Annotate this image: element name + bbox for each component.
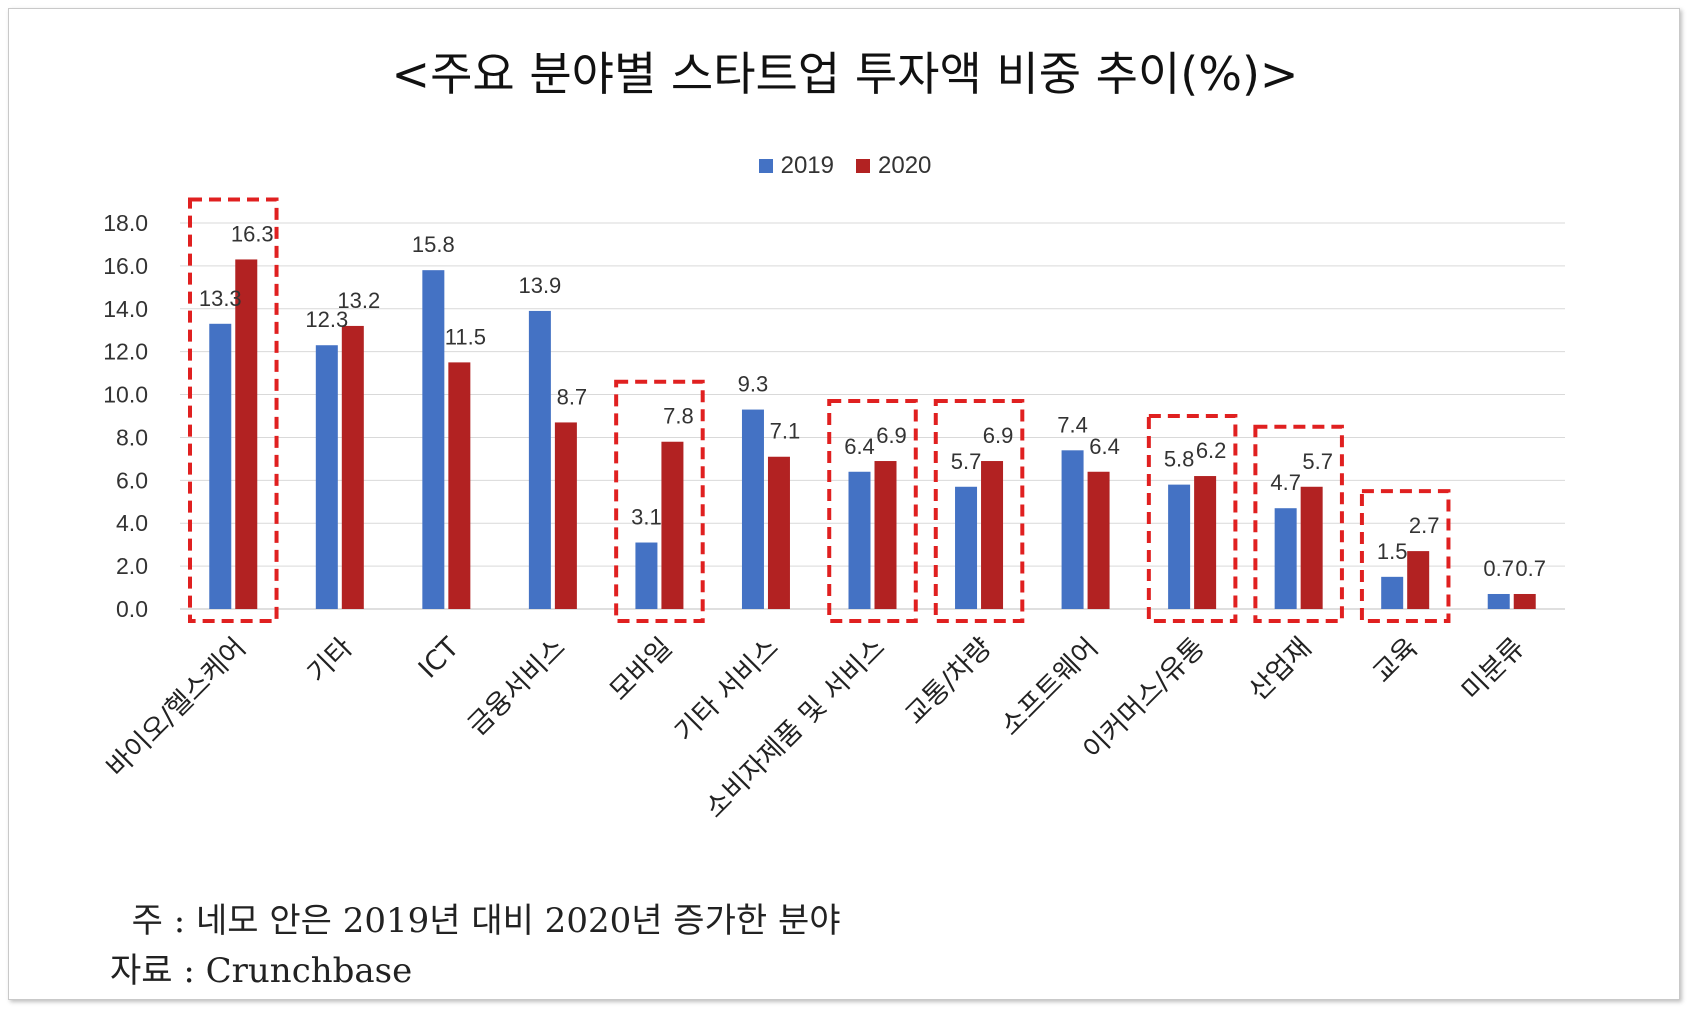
x-tick-label: 교통/차량 [899,632,998,731]
bar-2020 [1194,476,1217,609]
bar-2019 [1487,593,1510,609]
data-label-2020: 5.7 [1302,449,1333,474]
data-label-2019: 9.3 [738,372,769,397]
bar-2020 [874,461,897,609]
bar-2020 [1513,593,1536,609]
y-tick-label: 10.0 [103,382,148,408]
data-label-2019: 0.7 [1483,556,1514,581]
x-tick-label: 모바일 [604,632,679,707]
bar-2020 [1407,551,1430,609]
x-tick-label: 금융서비스 [462,632,572,742]
bar-2019 [635,542,658,609]
bar-2019 [528,310,551,609]
data-label-2020: 8.7 [557,384,588,409]
bar-2020 [1300,486,1323,609]
legend-label-2019: 2019 [780,152,834,179]
highlight-box [1253,424,1344,623]
highlight-box [1359,489,1451,623]
legend: 2019 2020 [0,152,1690,180]
bar-2019 [1274,508,1297,609]
data-label-2020: 6.9 [983,423,1014,448]
chart-title: <주요 분야별 스타트업 투자액 비중 추이(%)> [391,47,1299,101]
bar-2020 [767,456,790,609]
data-label-2019: 5.7 [951,449,982,474]
highlight-box [933,399,1025,623]
data-label-2020: 0.7 [1515,556,1546,581]
bar-2019 [741,409,764,609]
bar-2020 [235,259,258,609]
data-label-2020: 11.5 [445,324,486,349]
bar-2019 [1381,576,1404,609]
x-tick-label: ICT [413,632,466,685]
data-label-2020: 2.7 [1409,513,1440,538]
data-label-2019: 13.3 [199,286,242,311]
bar-2019 [848,471,871,609]
y-tick-label: 14.0 [103,296,148,322]
highlight-box [614,379,705,623]
bar-2020 [981,461,1004,609]
highlight-box [188,197,279,623]
data-label-2019: 3.1 [631,505,662,530]
data-label-2020: 6.2 [1196,438,1227,463]
bar-2020 [1087,471,1110,609]
y-tick-label: 12.0 [103,339,148,365]
footnote: 주 : 네모 안은 2019년 대비 2020년 증가한 분야 [110,901,841,941]
bar-2020 [341,325,364,609]
data-label-2019: 12.3 [305,307,348,332]
bar-2019 [422,270,445,609]
data-label-2020: 6.4 [1089,434,1120,459]
data-label-2020: 16.3 [231,221,274,246]
legend-item-2020: 2020 [856,152,931,180]
bar-2020 [661,441,684,609]
source-note: 자료 : Crunchbase [110,951,413,991]
data-label-2019: 1.5 [1377,539,1408,564]
data-label-2020: 7.8 [663,404,694,429]
legend-swatch-2020 [856,159,870,173]
bar-2019 [1061,450,1084,609]
y-tick-label: 0.0 [116,596,148,622]
y-tick-label: 4.0 [116,510,148,536]
chart-frame [8,8,1680,1000]
x-tick-label: 교육 [1367,632,1424,689]
highlight-box [1146,414,1238,623]
x-tick-label: 기타 [302,632,359,689]
legend-item-2019: 2019 [758,152,834,180]
y-tick-label: 6.0 [116,467,148,493]
x-tick-label: 기타 서비스 [669,632,785,748]
x-tick-label: 소비자제품 및 서비스 [699,632,891,824]
x-tick-label: 소프트웨어 [995,632,1105,742]
y-tick-label: 2.0 [116,553,148,579]
legend-swatch-2019 [758,159,773,173]
highlight-box [827,399,918,623]
data-label-2019: 6.4 [844,434,875,459]
x-tick-label: 바이오/헬스케어 [101,632,252,783]
bar-2020 [554,422,577,609]
data-label-2019: 13.9 [518,273,561,298]
bar-2019 [1168,484,1191,609]
bar-2019 [955,486,978,609]
legend-label-2020: 2020 [878,152,932,179]
data-label-2019: 4.7 [1270,470,1301,495]
y-tick-label: 16.0 [103,253,148,279]
bar-2020 [448,362,471,609]
data-label-2019: 5.8 [1164,447,1195,472]
bar-2019 [209,323,232,609]
bar-2019 [315,345,338,609]
data-label-2019: 15.8 [412,232,455,257]
data-label-2019: 7.4 [1057,412,1088,437]
data-label-2020: 6.9 [876,423,907,448]
x-tick-label: 산업재 [1243,632,1318,707]
data-label-2020: 13.2 [337,288,380,313]
x-tick-label: 미분류 [1456,632,1531,707]
data-label-2020: 7.1 [770,419,801,444]
y-tick-label: 8.0 [116,424,148,450]
y-tick-label: 18.0 [103,210,148,236]
